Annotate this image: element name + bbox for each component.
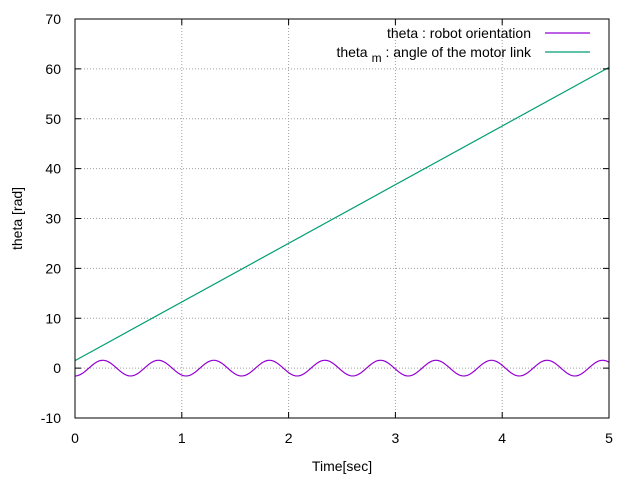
legend: theta : robot orientation theta m : angle …: [336, 25, 590, 65]
y-tick-label: -10: [41, 410, 61, 426]
series-line-1: [74, 359, 610, 377]
y-tick-label: 10: [45, 310, 61, 326]
y-tick-label: 20: [45, 260, 61, 276]
x-axis-label: Time[sec]: [312, 458, 372, 474]
x-tick-label: 0: [71, 430, 79, 446]
x-tick-label: 1: [178, 430, 186, 446]
legend-label-1: theta : robot orientation: [387, 25, 531, 41]
y-tick-label: 70: [45, 11, 61, 27]
y-tick-label: 60: [45, 61, 61, 77]
y-tick-label: 40: [45, 161, 61, 177]
x-tick-label: 2: [285, 430, 293, 446]
x-tick-label: 4: [498, 430, 506, 446]
y-tick-label: 30: [45, 211, 61, 227]
legend-label-2: theta m : angle of the motor link: [336, 44, 532, 65]
x-tick-label: 3: [392, 430, 400, 446]
grid-lines: [75, 19, 609, 418]
axis-ticks: 0 1 2 3 4 5 -10 0 10 20 30 40 50 60 70: [41, 11, 613, 446]
y-tick-label: 0: [53, 360, 61, 376]
x-tick-label: 5: [605, 430, 613, 446]
series-line-2: [74, 66, 610, 362]
series-layer: [74, 66, 610, 377]
y-tick-label: 50: [45, 111, 61, 127]
y-axis-label: theta [rad]: [9, 187, 25, 250]
